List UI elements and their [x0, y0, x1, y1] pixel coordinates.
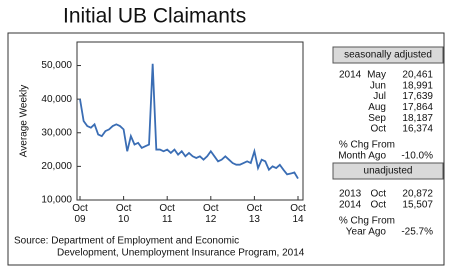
panel-month: Oct: [370, 124, 386, 135]
panel-year: 2013: [339, 189, 362, 200]
panel-month: Oct: [370, 200, 386, 211]
panel-month: Aug: [368, 102, 386, 113]
un-header-box: [332, 162, 444, 180]
panel-month: Jun: [370, 80, 386, 91]
y-tick-label: 20,000: [41, 161, 72, 172]
panel-value: 16,374: [402, 124, 433, 135]
source: Source: Department of Employment and Eco…: [14, 236, 239, 247]
panel-chg-label: Year Ago: [346, 227, 387, 238]
panel-value: 18,187: [402, 113, 433, 124]
panel-value: 20,872: [402, 189, 433, 200]
panel-value: 20,461: [402, 70, 433, 81]
x-tick-label: Oct 11: [159, 203, 175, 225]
x-tick-label: Oct 12: [203, 203, 219, 225]
y-tick-label: 40,000: [41, 94, 72, 105]
y-tick-label: 30,000: [41, 127, 72, 138]
sa-header-box: [332, 46, 444, 64]
panel-month: Jul: [373, 91, 386, 102]
x-tick-label: Oct 13: [247, 203, 263, 225]
panel-month: Sep: [368, 113, 386, 124]
y-tick-label: 10,000: [41, 195, 72, 206]
panel-month: Oct: [370, 189, 386, 200]
x-tick-label: Oct 10: [116, 203, 132, 225]
un-header: unadjusted: [364, 166, 413, 177]
outer-frame: [7, 32, 445, 266]
panel-chg-label: Month Ago: [338, 151, 386, 162]
panel-value: 18,991: [402, 80, 433, 91]
panel-value: 15,507: [402, 200, 433, 211]
panel-year: 2014: [339, 70, 362, 81]
panel-chg-value: -25.7%: [401, 227, 433, 238]
chart-title: Initial UB Claimants: [63, 5, 246, 28]
x-tick-label: Oct 09: [72, 203, 88, 225]
panel-chg-label: % Chg From: [339, 216, 395, 227]
panel-year: 2014: [339, 200, 362, 211]
sa-header: seasonally adjusted: [344, 50, 432, 61]
panel-value: 17,639: [402, 91, 433, 102]
line: [79, 63, 299, 180]
plot-frame: [76, 41, 304, 201]
panel-month: May: [367, 70, 386, 81]
source: Development, Unemployment Insurance Prog…: [57, 248, 305, 259]
panel-value: 17,864: [402, 102, 433, 113]
panel-chg-label: % Chg From: [339, 140, 395, 151]
y-tick-label: 50,000: [41, 60, 72, 71]
y-axis-label: Average Weekly: [19, 85, 30, 157]
panel-chg-value: -10.0%: [401, 151, 433, 162]
x-tick-label: Oct 14: [290, 203, 306, 225]
